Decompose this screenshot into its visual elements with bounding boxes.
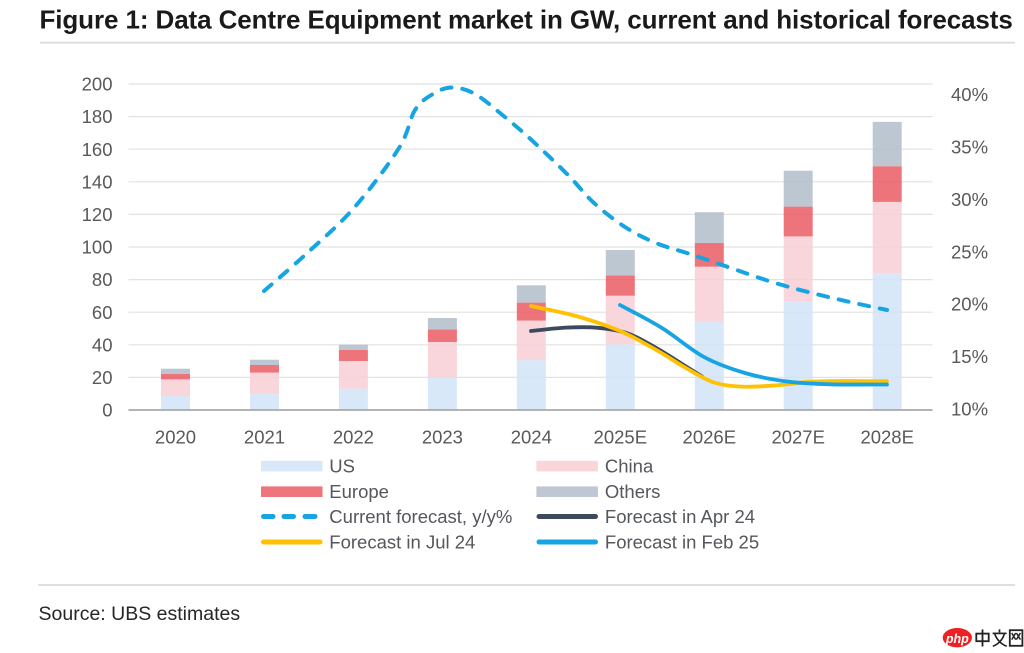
- svg-text:2026E: 2026E: [683, 427, 737, 448]
- svg-text:40%: 40%: [951, 84, 988, 105]
- svg-text:10%: 10%: [951, 398, 988, 419]
- svg-text:2020: 2020: [155, 427, 196, 448]
- svg-text:2024: 2024: [511, 427, 552, 448]
- svg-text:15%: 15%: [951, 346, 988, 367]
- svg-text:Source: UBS estimates: Source: UBS estimates: [39, 603, 241, 625]
- svg-text:Forecast in Apr 24: Forecast in Apr 24: [605, 506, 755, 527]
- svg-text:Others: Others: [605, 481, 661, 502]
- svg-text:25%: 25%: [951, 241, 988, 262]
- svg-text:200: 200: [82, 74, 113, 95]
- svg-text:2021: 2021: [244, 427, 285, 448]
- svg-text:2025E: 2025E: [594, 427, 648, 448]
- svg-text:20%: 20%: [951, 294, 988, 315]
- svg-text:php: php: [945, 632, 969, 646]
- svg-text:Current forecast, y/y%: Current forecast, y/y%: [329, 506, 512, 527]
- svg-text:2023: 2023: [422, 427, 463, 448]
- svg-text:20: 20: [92, 367, 113, 388]
- svg-text:Europe: Europe: [329, 481, 389, 502]
- svg-text:120: 120: [82, 204, 113, 225]
- svg-text:Forecast in Jul 24: Forecast in Jul 24: [329, 532, 475, 553]
- svg-text:160: 160: [82, 139, 113, 160]
- svg-text:Forecast in Feb 25: Forecast in Feb 25: [605, 532, 759, 553]
- svg-text:180: 180: [82, 106, 113, 127]
- svg-text:China: China: [605, 456, 654, 477]
- svg-text:US: US: [329, 456, 355, 477]
- svg-text:2027E: 2027E: [771, 427, 825, 448]
- svg-text:2022: 2022: [333, 427, 374, 448]
- svg-text:Figure 1: Data Centre Equipmen: Figure 1: Data Centre Equipment market i…: [40, 5, 1013, 35]
- svg-text:30%: 30%: [951, 189, 988, 210]
- svg-text:140: 140: [82, 171, 113, 192]
- svg-text:2028E: 2028E: [860, 427, 914, 448]
- svg-text:0: 0: [102, 400, 112, 421]
- svg-text:60: 60: [92, 302, 113, 323]
- svg-text:35%: 35%: [951, 137, 988, 158]
- svg-text:100: 100: [82, 237, 113, 258]
- svg-text:40: 40: [92, 334, 113, 355]
- svg-text:80: 80: [92, 269, 113, 290]
